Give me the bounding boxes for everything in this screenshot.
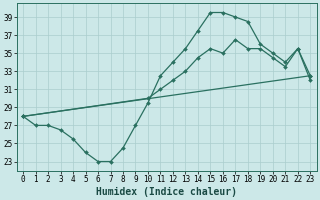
X-axis label: Humidex (Indice chaleur): Humidex (Indice chaleur) xyxy=(96,186,237,197)
